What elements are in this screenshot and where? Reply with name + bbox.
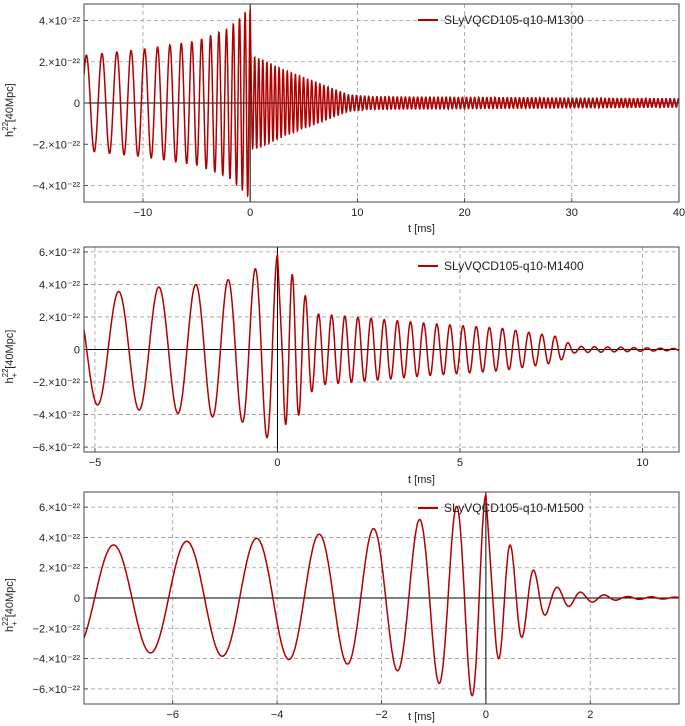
y-tick-label: 2.×10⁻²² [39, 312, 80, 324]
y-axis-label: h22+[40Mpc] [1, 330, 19, 384]
x-tick-label: 40 [673, 207, 685, 219]
x-tick-label: 20 [458, 207, 470, 219]
x-tick-label: −5 [89, 457, 102, 469]
y-axis-label: h22+[40Mpc] [1, 578, 19, 632]
y-tick-label: −6.×10⁻²² [33, 684, 81, 696]
y-tick-label: 4.×10⁻²² [39, 279, 80, 291]
series-line-1 [84, 493, 679, 697]
x-axis-label: t [ms] [408, 474, 435, 486]
x-tick-label: 10 [351, 207, 363, 219]
y-tick-label: 6.×10⁻²² [39, 502, 80, 514]
x-tick-label: −10 [134, 207, 153, 219]
y-tick-label: 0 [74, 345, 80, 357]
chart-panel-3: SLyVQCD105-q10-M1500 −6 −4 −2 0 2 −6.×10⁻²² −4.… [1, 491, 680, 723]
y-tick-label: 6.×10⁻²² [39, 247, 80, 259]
y-tick-label: 4.×10⁻²² [39, 532, 80, 544]
x-tick-label: 0 [247, 207, 253, 219]
x-axis-label: t [ms] [408, 711, 435, 723]
y-tick-label: 2.×10⁻²² [39, 57, 80, 69]
y-tick-label: 2.×10⁻²² [39, 563, 80, 575]
x-tick-label: −4 [271, 709, 284, 721]
x-tick-label: 2 [587, 709, 593, 721]
series-line-1 [84, 253, 679, 439]
legend-entry: SLyVQCD105-q10-M1400 [444, 259, 584, 273]
x-tick-label: −6 [166, 709, 179, 721]
x-axis-label: t [ms] [408, 223, 435, 235]
y-tick-label: 4.×10⁻²² [39, 16, 80, 28]
y-axis-label: h22+[40Mpc] [1, 83, 19, 137]
chart-panel-1: SLyVQCD105-q10-M1300 −10 0 10 20 30 40 −4.×10⁻²… [1, 3, 685, 235]
y-tick-label: −6.×10⁻²² [33, 442, 81, 454]
y-tick-label: −2.×10⁻²² [33, 139, 81, 151]
y-tick-label: −4.×10⁻²² [33, 654, 81, 666]
x-tick-label: 0 [483, 709, 489, 721]
y-tick-label: −2.×10⁻²² [33, 377, 81, 389]
x-tick-label: 5 [457, 457, 463, 469]
y-tick-label: 0 [74, 593, 80, 605]
y-tick-label: −2.×10⁻²² [33, 623, 81, 635]
series-line-1 [84, 8, 679, 198]
chart-panel-2: SLyVQCD105-q10-M1400 −5 0 5 10 −6.×10⁻²² −4.×1… [1, 246, 680, 486]
x-tick-label: 30 [566, 207, 578, 219]
y-tick-label: −4.×10⁻²² [33, 410, 81, 422]
y-tick-label: 0 [74, 98, 80, 110]
legend-entry: SLyVQCD105-q10-M1500 [444, 501, 584, 515]
x-tick-label: 10 [636, 457, 648, 469]
legend-entry: SLyVQCD105-q10-M1300 [444, 13, 584, 27]
x-tick-label: −2 [375, 709, 388, 721]
y-tick-label: −4.×10⁻²² [33, 181, 81, 193]
x-tick-label: 0 [274, 457, 280, 469]
